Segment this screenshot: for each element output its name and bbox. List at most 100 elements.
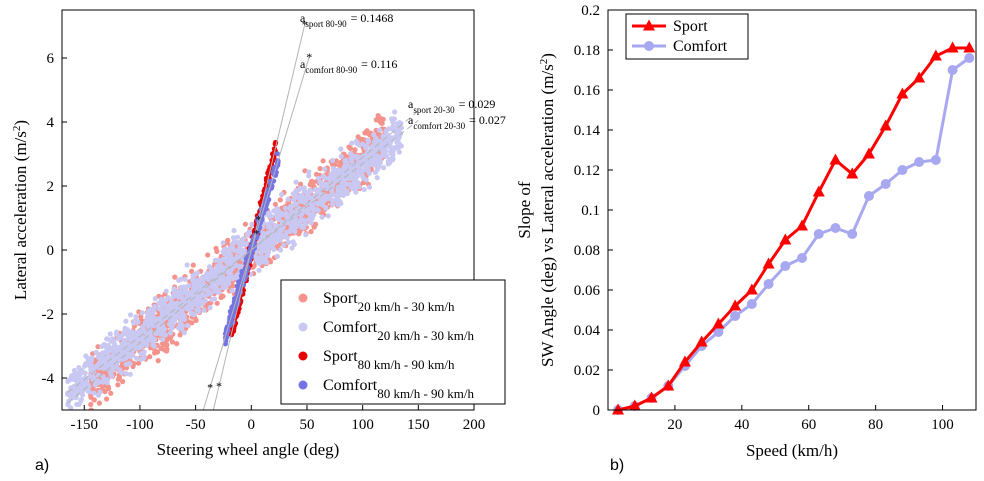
scatter-point xyxy=(82,370,88,376)
scatter-point xyxy=(67,377,73,383)
data-point-sport xyxy=(946,41,959,53)
y-tick-label-b: 0.16 xyxy=(574,83,601,99)
scatter-point xyxy=(281,242,287,248)
x-tick-label-b: 20 xyxy=(667,417,682,433)
scatter-point xyxy=(340,192,346,199)
scatter-point xyxy=(344,190,351,197)
scatter-point xyxy=(272,201,278,207)
data-point-sport xyxy=(628,399,641,411)
scatter-point xyxy=(346,144,352,150)
scatter-point xyxy=(377,127,383,133)
scatter-point xyxy=(139,310,145,316)
x-tick-label-a: -50 xyxy=(186,417,206,433)
panel-label-a: a) xyxy=(35,457,49,474)
scatter-point xyxy=(163,288,169,294)
scatter-point xyxy=(136,360,142,366)
scatter-point xyxy=(274,206,280,212)
scatter-point xyxy=(100,350,106,356)
data-point-sport xyxy=(929,49,942,61)
data-point-sport xyxy=(662,379,675,391)
scatter-point xyxy=(189,268,195,274)
scatter-point xyxy=(96,400,102,406)
scatter-point xyxy=(156,300,162,306)
legend-a-marker xyxy=(298,322,308,332)
scatter-point xyxy=(162,308,169,314)
fit-line xyxy=(67,110,419,404)
scatter-point xyxy=(152,336,158,342)
scatter-point xyxy=(74,391,80,397)
scatter-point xyxy=(127,312,134,318)
scatter-point xyxy=(282,211,288,217)
legend-b-marker xyxy=(643,19,655,31)
scatter-point xyxy=(282,232,288,238)
scatter-point xyxy=(287,228,293,234)
scatter-point xyxy=(234,283,240,289)
scatter-point xyxy=(322,166,328,172)
scatter-point xyxy=(335,186,341,192)
scatter-point xyxy=(241,236,247,242)
scatter-point xyxy=(335,195,341,202)
data-point-sport xyxy=(745,283,758,295)
scatter-point xyxy=(359,136,365,142)
scatter-point xyxy=(279,191,285,198)
fit-line-marker: * xyxy=(256,212,262,226)
data-point-comfort xyxy=(713,327,724,337)
scatter-point xyxy=(172,274,178,280)
legend-b-entry: Comfort xyxy=(673,38,728,55)
scatter-point xyxy=(176,325,182,331)
scatter-point xyxy=(91,365,98,371)
scatter-point xyxy=(161,347,168,353)
scatter-point xyxy=(214,273,220,279)
plot-frame-a xyxy=(61,9,475,411)
scatter-point xyxy=(176,277,182,283)
scatter-point xyxy=(127,371,133,377)
scatter-point xyxy=(208,290,214,296)
scatter-point xyxy=(169,324,175,330)
scatter-point xyxy=(338,146,344,152)
scatter-point xyxy=(67,411,72,416)
fit-line-marker: * xyxy=(216,379,222,393)
scatter-point xyxy=(205,252,211,258)
data-point-comfort xyxy=(797,253,808,263)
y-tick-label-b: 0.08 xyxy=(574,243,600,259)
scatter-point xyxy=(184,262,190,268)
y-axis-label-b-line1: Slope of xyxy=(515,181,534,238)
scatter-point xyxy=(168,330,174,336)
scatter-point xyxy=(99,343,105,349)
scatter-point xyxy=(288,207,294,213)
fit-line-marker: * xyxy=(207,380,213,394)
scatter-point xyxy=(317,179,323,185)
scatter-point xyxy=(178,320,184,326)
legend-a-box xyxy=(280,279,506,405)
scatter-point xyxy=(158,296,164,302)
data-point-sport xyxy=(729,299,742,311)
scatter-point xyxy=(69,373,75,379)
scatter-point xyxy=(325,213,331,219)
fit-annotation: acomfort 80-90 = 0.116 xyxy=(300,57,397,75)
scatter-point xyxy=(191,312,197,318)
scatter-point xyxy=(275,229,282,236)
scatter-point xyxy=(174,341,180,347)
scatter-point xyxy=(209,283,215,289)
scatter-point xyxy=(179,309,185,316)
scatter-point xyxy=(171,286,177,292)
fit-line xyxy=(202,56,310,410)
x-tick-label-b: 100 xyxy=(931,417,954,433)
data-point-comfort xyxy=(897,165,908,175)
scatter-point xyxy=(318,197,324,203)
scatter-point xyxy=(123,371,129,377)
scatter-point xyxy=(144,342,150,348)
scatter-point xyxy=(343,157,349,163)
scatter-point xyxy=(120,378,126,385)
scatter-point xyxy=(398,130,404,137)
scatter-point xyxy=(306,173,312,179)
x-tick-label-a: 200 xyxy=(463,417,486,433)
scatter-point xyxy=(211,269,217,275)
scatter-point xyxy=(161,341,167,347)
fit-annotation: asport 20-30 = 0.029 xyxy=(408,97,495,115)
scatter-point xyxy=(259,247,265,253)
scatter-point xyxy=(153,331,159,337)
data-point-sport xyxy=(796,219,809,231)
scatter-point xyxy=(135,329,141,335)
scatter-point xyxy=(218,294,224,301)
